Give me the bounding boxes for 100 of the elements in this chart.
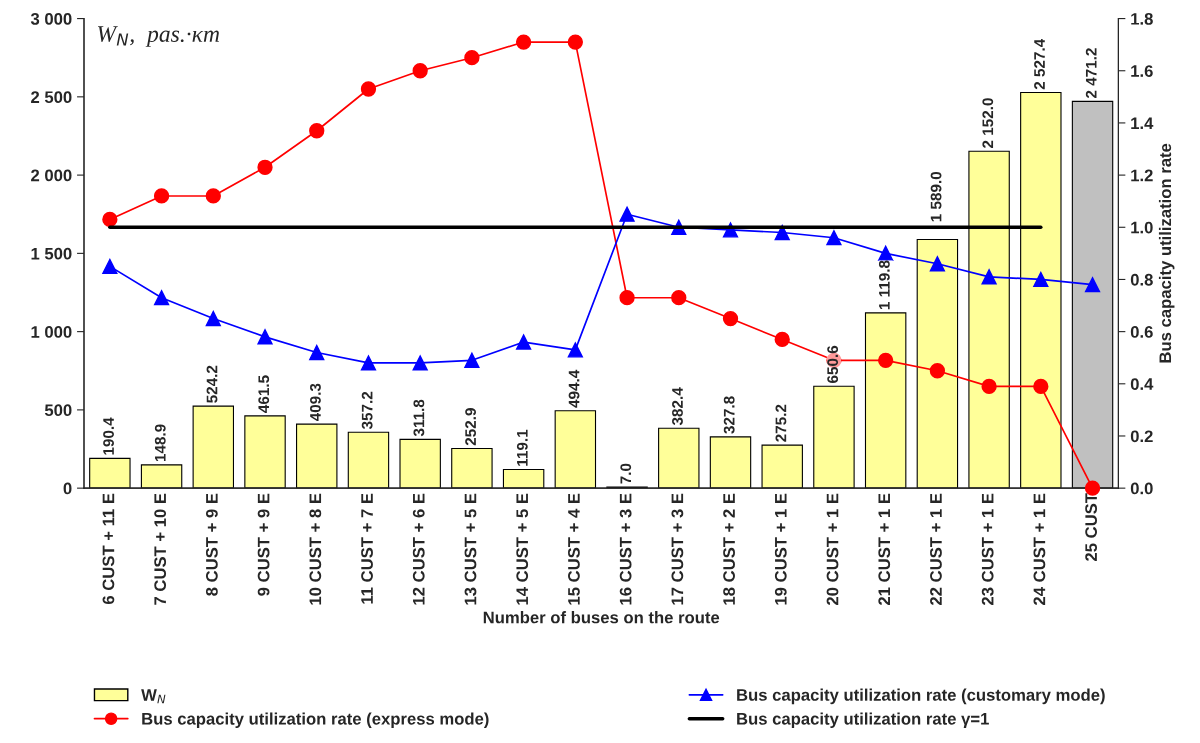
point [257, 329, 273, 345]
point [412, 355, 428, 371]
data-label: 357.2 [361, 391, 373, 430]
x-tick-label: 22 CUST + 1 E [930, 493, 942, 605]
y2-tick-label: 0.2 [1130, 430, 1153, 443]
point [774, 224, 790, 241]
x-tick-label: 6 CUST + 11 E [102, 493, 115, 605]
data-label: 7.0 [620, 463, 632, 484]
x-tick-label: 8 CUST + 9 E [205, 493, 218, 596]
bar [244, 415, 286, 489]
point [878, 352, 894, 368]
point [515, 334, 532, 350]
point [826, 230, 842, 246]
data-label: 190.4 [103, 417, 114, 455]
data-label: 1 589.0 [930, 171, 942, 222]
x-tick-label: 14 CUST + 5 E [516, 493, 529, 605]
y-tick-label: 3 000 [30, 12, 72, 25]
point [464, 352, 480, 368]
x-tick-label: 12 CUST + 6 E [412, 493, 425, 605]
y-tick-label: 1 000 [31, 326, 72, 338]
x-tick-label: 18 CUST + 2 E [723, 493, 735, 605]
point [774, 331, 790, 348]
point [1033, 378, 1049, 395]
bar [296, 423, 338, 489]
bar [658, 427, 700, 489]
data-label: 275.2 [775, 404, 787, 442]
y-tick-label: 2 000 [31, 169, 72, 182]
point [309, 123, 325, 139]
x-tick-label: 11 CUST + 7 E [361, 493, 373, 604]
point [671, 290, 687, 306]
bar [451, 448, 493, 489]
legend-label: Bus capacity utilization rate (customary mode) [737, 688, 1105, 705]
data-label: 119.1 [516, 429, 528, 466]
bar [347, 431, 390, 489]
y2-tick-label: 0.4 [1130, 378, 1154, 390]
point [360, 355, 377, 371]
bar [761, 444, 803, 489]
y2-tick-label: 1.0 [1131, 221, 1153, 234]
x-tick-label: 23 CUST + 1 E [981, 493, 994, 605]
data-label: 252.9 [465, 408, 476, 446]
point [464, 50, 480, 66]
x-tick-label: 10 CUST + 8 E [309, 493, 322, 605]
x-tick-label: 21 CUST + 1 E [878, 493, 891, 605]
y-tick-label: 0 [63, 482, 72, 495]
x-tick-label: 19 CUST + 1 E [774, 493, 787, 605]
point [929, 363, 946, 379]
bar [813, 385, 855, 489]
point [981, 269, 997, 285]
y-axis-title: W$_{N}$, pas.·κm [97, 26, 220, 47]
x-tick-label: 16 CUST + 3 E [619, 493, 632, 605]
data-label: 409.3 [310, 383, 321, 422]
x-axis-title: Number of buses on the route [483, 611, 720, 624]
point [309, 344, 325, 361]
bar [89, 457, 131, 489]
bar [864, 312, 907, 489]
bar [192, 405, 235, 489]
bar [709, 436, 752, 489]
y2-axis-title: Bus capacity utilization rate [1158, 143, 1175, 363]
y2-tick-label: 0.8 [1130, 273, 1153, 286]
point [257, 159, 273, 175]
data-label: 2 527.4 [1034, 38, 1045, 90]
data-label: 650.6 [827, 345, 839, 383]
legend-label: W$_{N}$ [141, 689, 166, 704]
point [153, 290, 170, 306]
y2-tick-label: 0.6 [1130, 326, 1153, 338]
y-tick-label: 1 500 [31, 247, 72, 260]
x-tick-label: 24 CUST + 1 E [1033, 493, 1046, 605]
y-tick-label: 2 500 [31, 91, 72, 104]
data-label: 311.8 [413, 399, 425, 437]
data-label: 2 152.0 [982, 98, 994, 148]
point [515, 34, 532, 50]
point [1033, 271, 1049, 288]
y2-tick-label: 1.2 [1131, 169, 1153, 182]
point [412, 63, 428, 79]
x-tick-label: 25 CUST [1085, 493, 1098, 561]
point [102, 211, 118, 228]
y2-tick-label: 1.4 [1131, 117, 1154, 129]
y-tick-label: 500 [44, 404, 72, 417]
point [619, 206, 635, 222]
point [981, 378, 997, 395]
y2-tick-label: 1.6 [1131, 65, 1153, 77]
bar [916, 238, 959, 489]
legend-label: Bus capacity utilization rate (express mode) [142, 712, 489, 728]
point [205, 310, 221, 327]
data-label: 461.5 [258, 375, 270, 413]
point [722, 310, 739, 327]
point [360, 81, 377, 97]
data-label: 148.9 [154, 424, 166, 462]
data-label: 494.4 [568, 369, 580, 408]
x-tick-label: 7 CUST + 10 E [154, 493, 167, 605]
data-label: 524.2 [206, 365, 218, 403]
point [153, 188, 170, 204]
x-tick-label: 9 CUST + 9 E [257, 493, 270, 596]
x-tick-label: 13 CUST + 5 E [464, 493, 477, 605]
point [878, 245, 894, 262]
point [619, 290, 635, 306]
bar [140, 464, 183, 489]
point [1084, 277, 1101, 293]
bar [399, 438, 441, 489]
point [567, 342, 583, 358]
